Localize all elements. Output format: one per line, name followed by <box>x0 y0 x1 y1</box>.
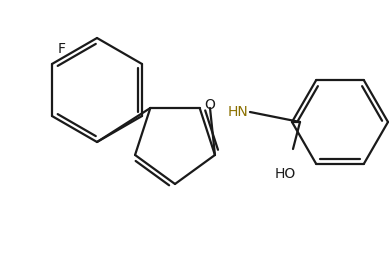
Text: O: O <box>205 98 216 112</box>
Text: HO: HO <box>274 167 296 181</box>
Text: F: F <box>58 42 66 56</box>
Text: HN: HN <box>228 105 249 119</box>
